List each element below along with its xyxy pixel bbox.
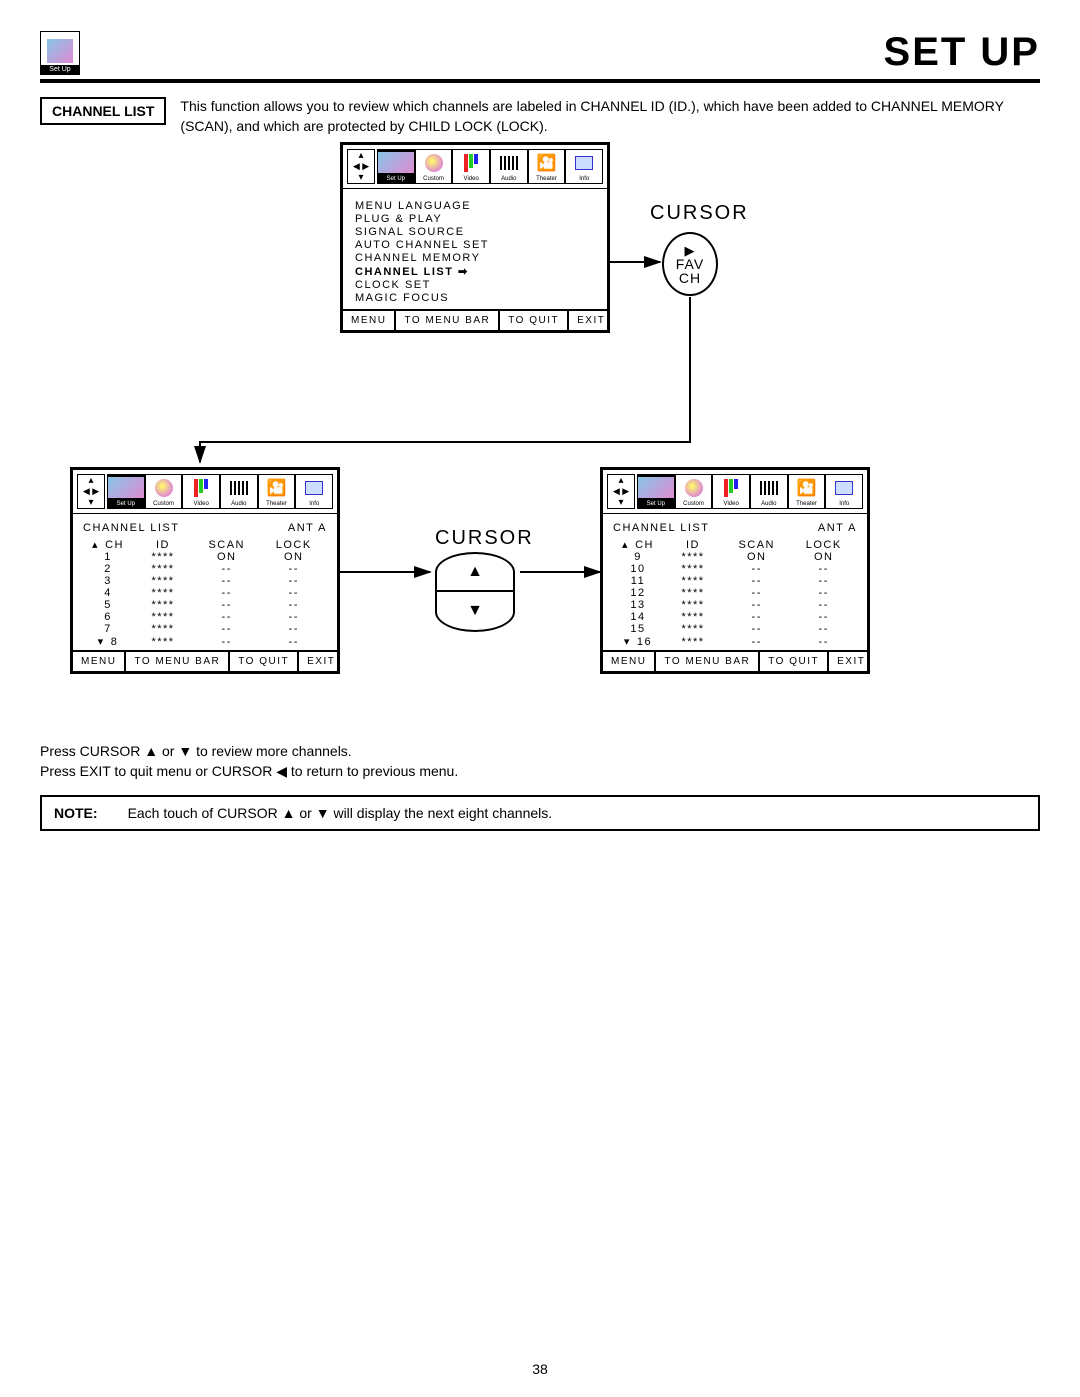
table-row: 8****---- [83, 635, 327, 648]
footer-quit: TO QUIT [500, 311, 569, 330]
menu-icon-audio: Audio [220, 474, 258, 509]
menubar-nav-arrows: ▴◀ ▶▾ [607, 474, 635, 509]
table-row: 7****---- [83, 623, 327, 635]
setup-corner-icon: Set Up [40, 31, 80, 75]
table-row: 15****---- [613, 623, 857, 635]
footer-menubar: TO MENU BAR [396, 311, 500, 330]
favch-bubble: ▶ FAV CH [662, 232, 718, 296]
table-row: 3****---- [83, 575, 327, 587]
menu-icon-audio: Audio [750, 474, 788, 509]
menu-icon-video: Video [182, 474, 220, 509]
channel-list-screen-2: ▴◀ ▶▾ Set UpCustomVideoAudio🎦TheaterInfo… [600, 467, 870, 674]
menu-icon-custom: Custom [675, 474, 713, 509]
table-row: 1****ONON [83, 551, 327, 563]
table-row: 6****---- [83, 611, 327, 623]
flow-diagram: ▴◀ ▶▾ Set UpCustomVideoAudio🎦TheaterInfo… [40, 142, 1040, 722]
cursor-label-1: CURSOR [650, 202, 749, 225]
note-box: NOTE: Each touch of CURSOR ▲ or ▼ will d… [40, 795, 1040, 831]
instruction-line-2: Press EXIT to quit menu or CURSOR ◀ to r… [40, 762, 1040, 782]
menu-icon-theater: 🎦Theater [258, 474, 296, 509]
setup-menu-item: PLUG & PLAY [355, 213, 595, 225]
chlist-ant: ANT A [288, 522, 327, 534]
table-row: 12****---- [613, 587, 857, 599]
footer-exit: EXIT [569, 311, 613, 330]
menubar-nav-arrows: ▴◀ ▶▾ [77, 474, 105, 509]
menu-icon-info: Info [825, 474, 863, 509]
channel-list-screen-1: ▴◀ ▶▾ Set UpCustomVideoAudio🎦TheaterInfo… [70, 467, 340, 674]
footer-menu: MENU [73, 652, 126, 671]
page-title: SET UP [884, 30, 1040, 75]
setup-menu-item: CHANNEL MEMORY [355, 252, 595, 264]
table-row: 5****---- [83, 599, 327, 611]
footer-quit: TO QUIT [230, 652, 299, 671]
table-row: 10****---- [613, 563, 857, 575]
setup-menu-screen: ▴◀ ▶▾ Set UpCustomVideoAudio🎦TheaterInfo… [340, 142, 610, 333]
setup-menu-item: MAGIC FOCUS [355, 292, 595, 304]
menu-icon-setup: Set Up [637, 474, 675, 509]
setup-menu-item: CHANNEL LIST ➡ [355, 265, 595, 278]
table-row: 2****---- [83, 563, 327, 575]
menu-icon-video: Video [452, 149, 490, 184]
menu-icon-audio: Audio [490, 149, 528, 184]
page-number: 38 [0, 1361, 1080, 1377]
menu-icon-custom: Custom [415, 149, 453, 184]
menu-icon-theater: 🎦Theater [528, 149, 566, 184]
setup-menu-item: AUTO CHANNEL SET [355, 239, 595, 251]
menu-icon-setup: Set Up [377, 149, 415, 184]
table-row: 13****---- [613, 599, 857, 611]
cursor-down-bubble: ▼ [435, 592, 515, 632]
footer-exit: EXIT [829, 652, 873, 671]
table-row: 16****---- [613, 635, 857, 648]
footer-menubar: TO MENU BAR [656, 652, 760, 671]
footer-exit: EXIT [299, 652, 343, 671]
menu-icon-info: Info [295, 474, 333, 509]
setup-menu-item: SIGNAL SOURCE [355, 226, 595, 238]
instruction-line-1: Press CURSOR ▲ or ▼ to review more chann… [40, 742, 1040, 762]
instructions: Press CURSOR ▲ or ▼ to review more chann… [40, 742, 1040, 781]
section-description: This function allows you to review which… [180, 97, 1040, 136]
table-row: 4****---- [83, 587, 327, 599]
cursor-label-2: CURSOR [435, 527, 534, 550]
setup-menu-item: CLOCK SET [355, 279, 595, 291]
table-row: 14****---- [613, 611, 857, 623]
menu-icon-custom: Custom [145, 474, 183, 509]
setup-menu-item: MENU LANGUAGE [355, 200, 595, 212]
menubar-nav-arrows: ▴◀ ▶▾ [347, 149, 375, 184]
menu-icon-theater: 🎦Theater [788, 474, 826, 509]
footer-menu: MENU [603, 652, 656, 671]
menu-icon-video: Video [712, 474, 750, 509]
note-label: NOTE: [54, 805, 98, 821]
section-label: CHANNEL LIST [40, 97, 166, 125]
note-text: Each touch of CURSOR ▲ or ▼ will display… [128, 805, 553, 821]
chlist-title: CHANNEL LIST [83, 522, 179, 534]
footer-menubar: TO MENU BAR [126, 652, 230, 671]
menu-icon-info: Info [565, 149, 603, 184]
table-row: 11****---- [613, 575, 857, 587]
table-row: 9****ONON [613, 551, 857, 563]
cursor-up-bubble: ▲ [435, 552, 515, 592]
footer-quit: TO QUIT [760, 652, 829, 671]
chlist-title: CHANNEL LIST [613, 522, 709, 534]
footer-menu: MENU [343, 311, 396, 330]
menu-icon-setup: Set Up [107, 474, 145, 509]
chlist-ant: ANT A [818, 522, 857, 534]
